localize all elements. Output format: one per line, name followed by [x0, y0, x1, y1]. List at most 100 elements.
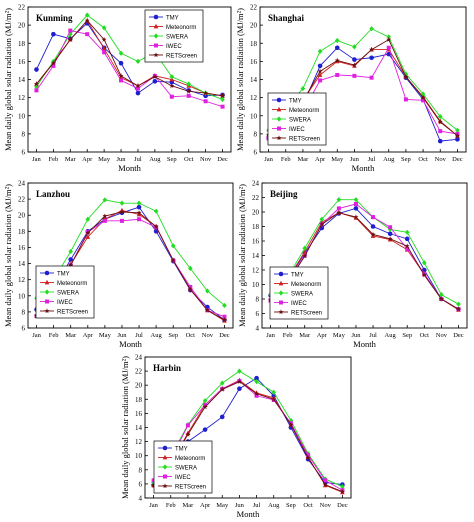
y-tick-label: 16 [135, 410, 143, 418]
chart-panel-beijing: 4 6 8 10 12 14 16 18 20 22 24 Jan Feb Mar Apr May Jun Jul… [237, 180, 468, 349]
y-tick-label: 4 [139, 495, 143, 503]
legend-label: RETScreen [166, 53, 197, 59]
y-tick-label: 22 [252, 194, 260, 202]
legend-swatch-marker [276, 97, 282, 103]
y-tick-label: 22 [135, 368, 143, 376]
y-tick-label: 16 [18, 244, 26, 252]
x-tick-label: Oct [186, 332, 196, 339]
y-tick-label: 6 [256, 310, 260, 318]
x-tick-label: Dec [452, 156, 463, 163]
series-line-retscreen [270, 212, 459, 310]
legend-swatch-marker [276, 116, 282, 122]
legend-label: Meteonorm [175, 456, 205, 462]
y-tick-label: 6 [139, 480, 143, 488]
data-point-tmy [152, 79, 158, 84]
data-point-retscreen [33, 81, 40, 87]
data-point-retscreen [169, 83, 175, 89]
data-point-retscreen [187, 286, 193, 292]
x-tick-label: Mar [297, 156, 309, 163]
data-point-retscreen [339, 488, 345, 494]
data-point-iwec [318, 78, 323, 83]
data-point-retscreen [151, 482, 157, 488]
x-tick-label: Dec [337, 502, 348, 509]
x-tick-label: Jul [368, 156, 376, 163]
x-tick-label: Jul [369, 332, 377, 339]
data-point-retscreen [353, 214, 359, 220]
data-point-swera [317, 48, 323, 55]
legend-swatch-marker [278, 290, 284, 296]
data-point-tmy [51, 31, 56, 37]
data-point-swera [222, 302, 227, 309]
data-point-retscreen [334, 57, 340, 63]
data-point-swera [119, 200, 125, 206]
y-tick-label: 8 [254, 130, 258, 138]
y-tick-label: 8 [22, 130, 26, 138]
legend-label: Meteonorm [166, 25, 196, 31]
data-point-swera [186, 81, 192, 87]
x-tick-label: Jun [350, 156, 360, 163]
y-tick-label: 14 [18, 76, 26, 84]
legend-swatch-marker [44, 270, 50, 276]
y-tick-label: 8 [22, 308, 26, 316]
data-point-iwec [405, 246, 410, 251]
chart-title: Beijing [270, 189, 298, 199]
data-point-iwec [68, 28, 73, 33]
data-point-retscreen [319, 221, 325, 227]
data-point-swera [85, 216, 91, 222]
series-line-tmy [270, 207, 459, 310]
x-tick-label: Jun [117, 156, 127, 163]
data-point-tmy [421, 267, 427, 273]
data-point-swera [369, 26, 374, 32]
data-point-retscreen [302, 253, 308, 259]
data-point-tmy [369, 55, 374, 61]
data-point-iwec [203, 99, 208, 104]
data-point-retscreen [85, 230, 91, 236]
data-point-tmy [437, 138, 443, 144]
x-tick-label: Oct [184, 156, 194, 163]
data-point-iwec [388, 225, 393, 230]
legend-label: IWEC [291, 301, 307, 307]
y-tick-label: 24 [18, 180, 26, 188]
data-point-tmy [404, 236, 410, 242]
data-point-retscreen [386, 36, 392, 42]
legend-label: RETScreen [291, 310, 322, 316]
series-line-swera [270, 199, 459, 305]
data-point-iwec [102, 218, 107, 223]
data-point-iwec [185, 423, 190, 428]
y-tick-label: 10 [252, 281, 260, 289]
y-axis-label: Mean daily global solar radiation (MJ/m²… [235, 8, 245, 151]
x-tick-label: Jun [117, 332, 127, 339]
data-point-iwec [119, 218, 124, 223]
legend-label: Meteonorm [291, 282, 321, 288]
x-tick-label: Sep [168, 332, 178, 339]
data-point-swera [102, 197, 108, 203]
chart-panel-lanzhou: 6 8 10 12 14 16 18 20 22 24 Jan Feb Mar Apr May Jun Jul A… [3, 180, 234, 349]
y-tick-label: 24 [135, 354, 143, 362]
data-point-tmy [455, 137, 460, 142]
chart-panel-shanghai: 6 8 10 12 14 16 18 20 22 Jan Feb Mar Apr May Jun Jul Aug… [235, 4, 467, 173]
x-tick-label: Aug [149, 156, 161, 163]
y-tick-label: 24 [252, 180, 260, 188]
y-tick-label: 14 [18, 260, 26, 268]
legend-swatch-marker [153, 52, 159, 58]
x-tick-label: Nov [202, 332, 214, 339]
chart-panel-kunming: 6 8 10 12 14 16 18 20 22 Jan Feb Mar Apr May Jun Jul Aug… [3, 4, 232, 173]
data-point-swera [300, 85, 306, 92]
data-point-swera [455, 127, 460, 133]
x-tick-label: Feb [166, 502, 176, 509]
data-point-swera [84, 12, 90, 18]
x-tick-label: Dec [217, 156, 228, 163]
data-point-retscreen [351, 62, 357, 68]
data-point-iwec [151, 478, 156, 483]
y-tick-label: 18 [18, 228, 26, 236]
legend-swatch-marker [162, 445, 168, 451]
legend-swatch-marker [153, 23, 159, 29]
x-axis-label: Month [352, 163, 375, 173]
legend: TMY Meteonorm SWERA IWEC RETScreen [269, 266, 329, 320]
x-tick-label: Jan [264, 156, 273, 163]
data-point-retscreen [170, 257, 176, 263]
y-axis-label: Mean daily global solar radiation (MJ/m²… [237, 184, 247, 327]
data-point-swera [437, 114, 443, 120]
legend-label: TMY [289, 98, 302, 104]
data-point-swera [340, 484, 345, 490]
